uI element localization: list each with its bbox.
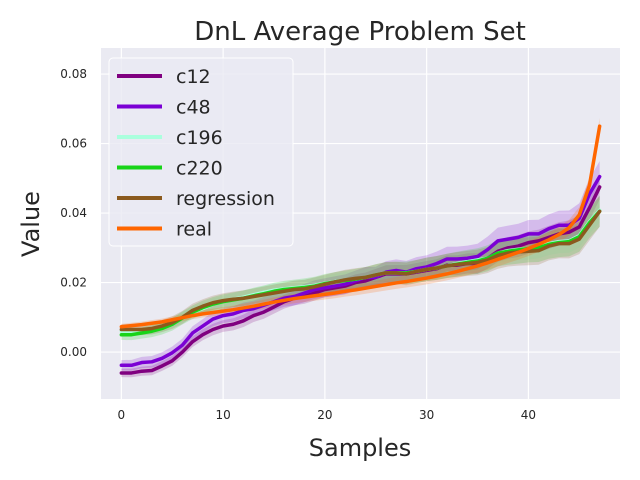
legend-label: c220 xyxy=(176,158,223,180)
x-tick-label: 30 xyxy=(419,408,434,422)
legend-item-c220: c220 xyxy=(117,158,223,180)
band-c220 xyxy=(121,195,600,341)
series-lines xyxy=(119,124,602,375)
band-c196 xyxy=(121,197,600,336)
x-tick-label: 20 xyxy=(317,408,332,422)
legend-label: c48 xyxy=(176,97,211,119)
legend-label: regression xyxy=(176,188,275,210)
y-tick-label: 0.02 xyxy=(60,276,87,290)
x-tick-label: 0 xyxy=(118,408,126,422)
legend-label: c196 xyxy=(176,127,223,149)
legend-item-regression: regression xyxy=(117,188,275,210)
y-axis-label: Value xyxy=(17,191,45,257)
x-tick-label: 10 xyxy=(215,408,230,422)
legend-label: c12 xyxy=(176,66,211,88)
x-axis-label: Samples xyxy=(309,434,412,462)
legend-item-c12: c12 xyxy=(117,66,211,88)
band-c12 xyxy=(121,174,600,378)
legend-label: real xyxy=(176,219,212,241)
y-tick-label: 0.00 xyxy=(60,345,87,359)
band-real xyxy=(121,117,600,330)
y-tick-labels: 0.00 0.02 0.04 0.06 0.08 xyxy=(60,67,87,359)
line-c12 xyxy=(119,185,602,375)
y-tick-label: 0.04 xyxy=(60,206,87,220)
chart-title: DnL Average Problem Set xyxy=(194,17,526,47)
x-tick-labels: 0 10 20 30 40 xyxy=(118,408,537,422)
legend-item-c196: c196 xyxy=(117,127,223,149)
band-c48 xyxy=(121,161,600,371)
x-tick-label: 40 xyxy=(521,408,536,422)
legend-item-real: real xyxy=(117,219,212,241)
line-real xyxy=(119,124,602,329)
legend: c12 c48 c196 c220 regression real xyxy=(108,57,294,247)
y-tick-label: 0.06 xyxy=(60,137,87,151)
legend-item-c48: c48 xyxy=(117,97,211,119)
y-tick-label: 0.08 xyxy=(60,67,87,81)
